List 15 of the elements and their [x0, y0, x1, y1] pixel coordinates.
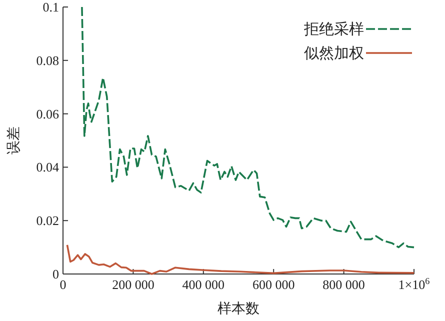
- y-axis-title: 误差: [6, 126, 22, 154]
- y-tick-label: 0.02: [36, 213, 59, 228]
- x-tick-label: 800 000: [322, 277, 365, 292]
- y-tick-label: 0: [52, 266, 59, 282]
- x-tick-label: 600 000: [252, 277, 295, 292]
- y-tick-label: 0.08: [36, 52, 59, 68]
- x-tick-label: 200 000: [112, 277, 154, 292]
- y-tick-label: 0.04: [36, 160, 60, 175]
- legend-label: 拒绝采样: [303, 21, 364, 38]
- legend-label: 似然加权: [304, 45, 364, 62]
- y-tick-label: 0.06: [36, 106, 60, 122]
- x-tick-label: 400 000: [182, 277, 225, 292]
- x-axis-title: 样本数: [218, 301, 260, 317]
- y-tick-label: 0.1: [42, 0, 59, 14]
- x-tick-label: 1×10$^{6}$: [398, 276, 430, 292]
